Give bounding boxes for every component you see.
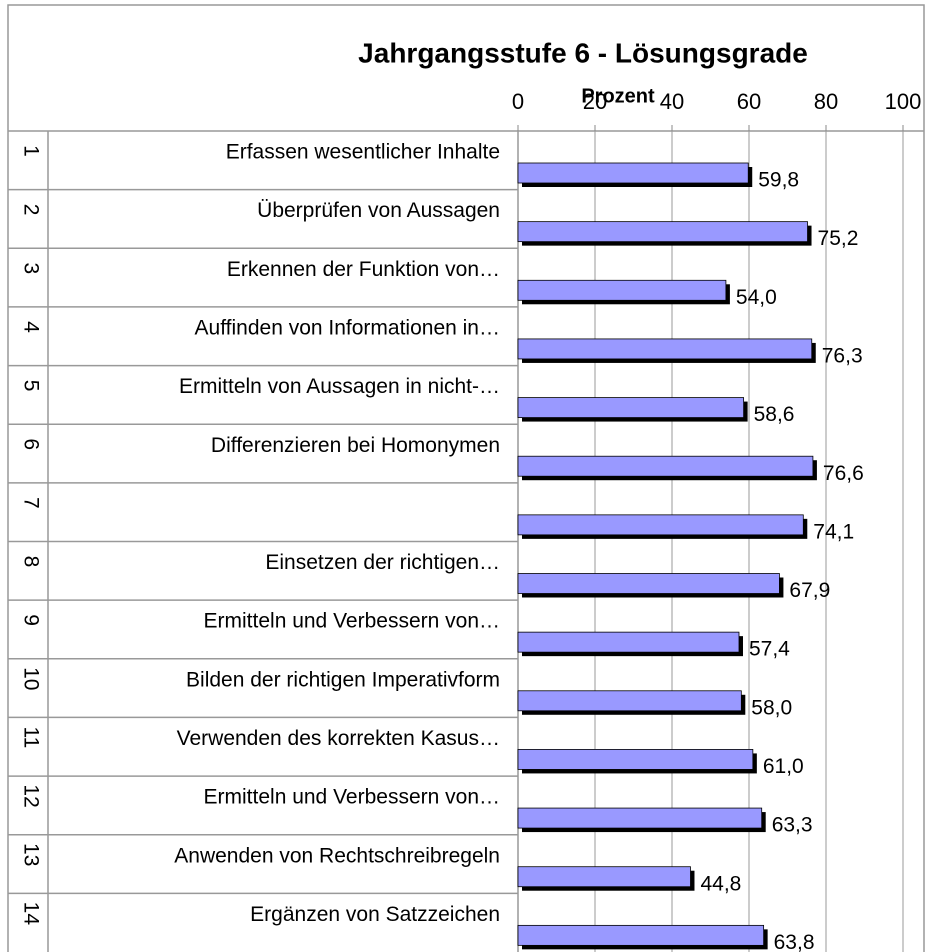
category-label: Ermitteln und Verbessern von… — [204, 610, 500, 633]
category-label: Differenzieren bei Homonymen — [211, 434, 500, 457]
value-label: 58,6 — [754, 403, 795, 426]
value-label: 59,8 — [758, 169, 799, 192]
bar — [517, 573, 780, 594]
bar — [517, 749, 754, 770]
row-number: 14 — [19, 902, 42, 926]
row-number: 2 — [19, 204, 42, 216]
chart-frame — [7, 4, 925, 952]
bar — [517, 221, 808, 243]
value-label: 74,1 — [813, 520, 854, 543]
row-number: 5 — [19, 380, 42, 392]
value-label: 63,3 — [772, 814, 813, 837]
x-tick-label: 20 — [583, 89, 607, 114]
x-tick-label: 100 — [885, 89, 922, 114]
chart-title: Jahrgangsstufe 6 - Lösungsgrade — [358, 37, 808, 68]
category-label: Erfassen wesentlicher Inhalte — [226, 141, 500, 164]
row-number: 11 — [19, 727, 42, 749]
bar — [517, 631, 740, 653]
row-number: 1 — [19, 145, 42, 157]
value-label: 54,0 — [736, 286, 777, 309]
bar — [517, 397, 745, 418]
bar — [517, 279, 727, 301]
row-number: 4 — [19, 321, 42, 333]
value-label: 57,4 — [749, 638, 790, 661]
value-label: 76,6 — [823, 462, 864, 485]
bar — [517, 866, 691, 888]
category-label: Ergänzen von Satzzeichen — [250, 903, 500, 926]
row-number: 8 — [19, 556, 42, 568]
value-label: 75,2 — [818, 227, 859, 250]
bar — [517, 924, 765, 946]
row-number: 6 — [19, 438, 42, 450]
category-label: Anwenden von Rechtschreibregeln — [174, 844, 500, 867]
row-number: 12 — [19, 784, 42, 807]
category-label: Verwenden des korrekten Kasus… — [177, 727, 500, 750]
bar — [517, 162, 749, 184]
row-number: 13 — [19, 843, 42, 866]
bar — [517, 514, 804, 536]
category-label: Erkennen der Funktion von… — [227, 258, 500, 281]
category-label: Ermitteln von Aussagen in nicht-… — [179, 375, 500, 398]
x-tick-label: 80 — [814, 89, 838, 114]
value-label: 76,3 — [822, 344, 863, 367]
category-label: Ermitteln und Verbessern von… — [204, 786, 500, 809]
bar — [517, 807, 763, 829]
bar — [517, 338, 813, 360]
row-number: 7 — [19, 497, 42, 509]
row-number: 9 — [19, 614, 42, 626]
category-label: Auffinden von Informationen in… — [195, 316, 500, 339]
bar — [517, 455, 814, 477]
value-label: 58,0 — [751, 696, 792, 719]
value-label: 63,8 — [774, 931, 815, 952]
row-number: 10 — [19, 667, 42, 690]
value-label: 61,0 — [763, 755, 804, 778]
bar — [517, 690, 742, 712]
x-axis-label: Prozent — [581, 85, 655, 107]
category-label: Bilden der richtigen Imperativform — [186, 668, 500, 691]
value-label: 67,9 — [789, 579, 830, 602]
x-tick-label: 0 — [512, 89, 524, 114]
row-number: 3 — [19, 262, 42, 274]
x-tick-label: 40 — [660, 89, 684, 114]
x-tick-label: 60 — [737, 89, 761, 114]
category-label: Einsetzen der richtigen… — [265, 551, 500, 574]
value-label: 44,8 — [700, 872, 741, 895]
category-label: Überprüfen von Aussagen — [257, 199, 500, 222]
